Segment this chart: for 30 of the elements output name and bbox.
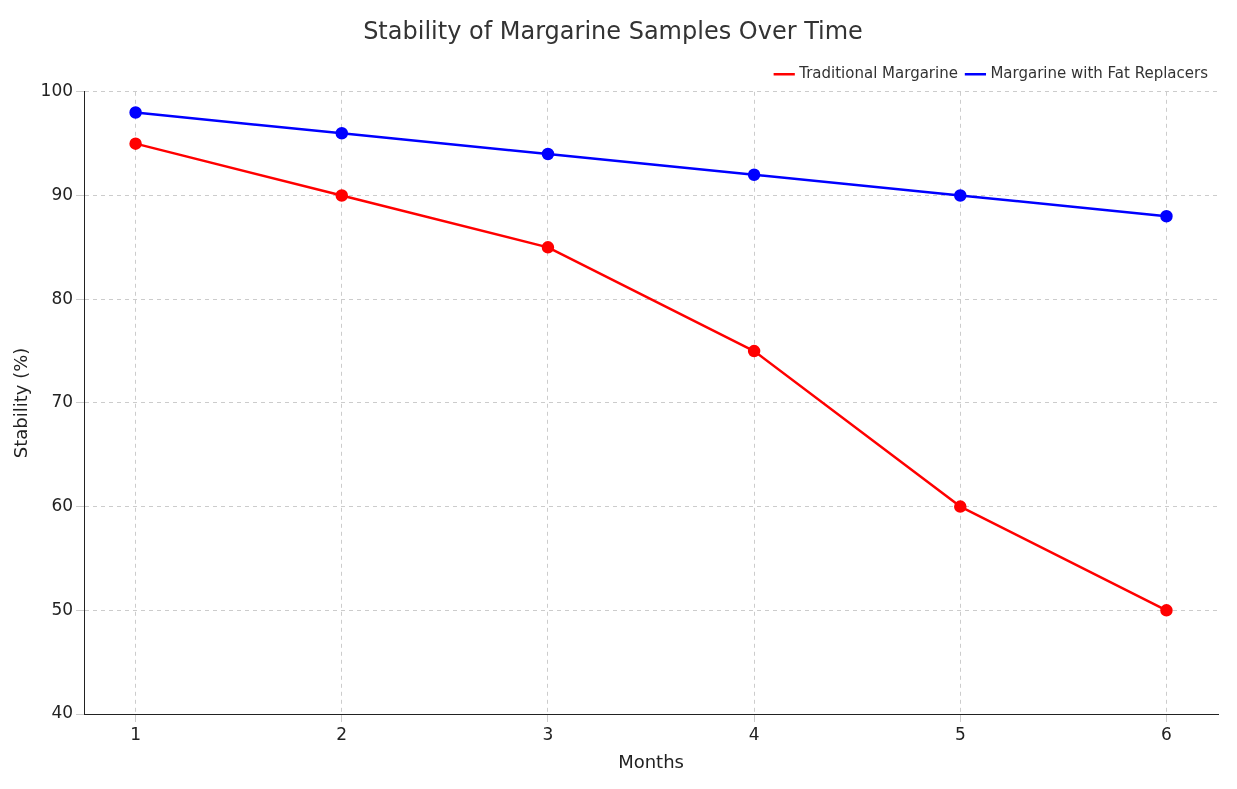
chart-title: Stability of Margarine Samples Over Time [363,16,863,45]
y-tick-label: 80 [51,287,74,308]
y-tick-label: 40 [51,702,74,723]
point [129,106,142,119]
point [954,189,967,202]
legend-label: Traditional Margarine [798,64,958,83]
y-tick-label: 90 [51,183,74,204]
y-tick-label: 60 [51,495,74,516]
point [1160,604,1173,617]
point [1160,209,1173,223]
point [335,189,349,202]
point [129,137,142,150]
x-tick-label: 1 [130,723,142,744]
x-tick-label: 2 [336,723,348,744]
point [541,241,555,254]
point [747,344,761,358]
y-axis-title: Stability (%) [10,347,32,459]
point [335,127,349,140]
legend-label: Margarine with Fat Replacers [990,64,1209,83]
y-tick-label: 100 [40,80,74,101]
y-tick-label: 50 [51,598,74,619]
x-axis-title: Months [618,750,684,772]
x-tick-label: 5 [954,723,966,744]
point [541,147,555,161]
point [954,500,967,513]
x-tick-label: 4 [748,723,760,744]
point [747,168,761,182]
x-tick-label: 3 [542,723,554,744]
y-tick-label: 70 [51,391,74,412]
x-tick-label: 6 [1161,723,1172,744]
